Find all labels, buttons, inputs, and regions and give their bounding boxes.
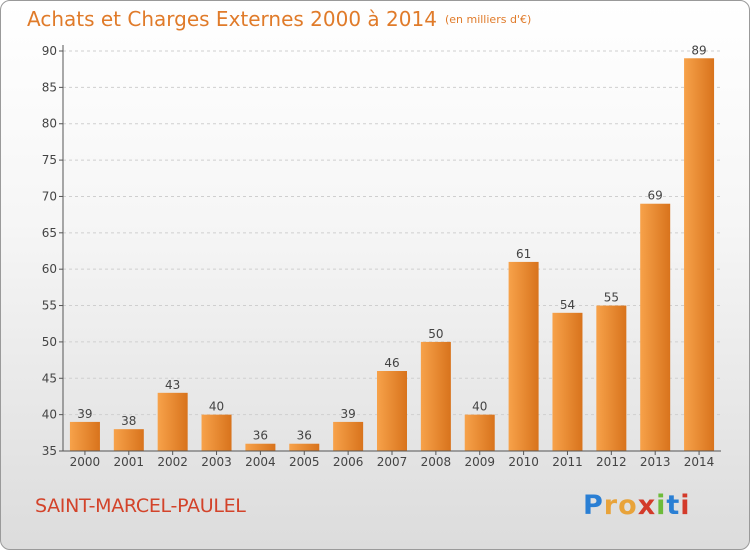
bar: [113, 429, 144, 451]
title-text: Achats et Charges Externes 2000 à 2014: [27, 7, 437, 31]
bar: [640, 203, 671, 451]
y-tick-label: 75: [42, 153, 57, 167]
data-label: 43: [165, 378, 180, 392]
logo-letter: x: [637, 490, 657, 521]
bar: [289, 443, 320, 451]
bar: [69, 421, 100, 451]
data-label: 50: [428, 327, 443, 341]
data-label: 46: [384, 356, 399, 370]
bar: [157, 392, 188, 451]
data-label: 38: [121, 414, 136, 428]
data-label: 89: [691, 43, 706, 57]
logo-letter: i: [656, 490, 667, 521]
data-label: 55: [604, 291, 619, 305]
x-tick-label: 2012: [596, 455, 627, 469]
logo-letter: o: [618, 490, 638, 521]
y-tick-label: 90: [42, 44, 57, 58]
bars: 39 38 43 40 36 36 39 46 50 40 61 54 55 69 89: [69, 43, 715, 451]
chart-title: Achats et Charges Externes 2000 à 2014 (e…: [27, 7, 531, 31]
bar: [333, 421, 364, 451]
bar: [420, 341, 451, 451]
bar: [464, 414, 495, 451]
unit-note: (en milliers d'€): [444, 13, 532, 26]
x-tick-label: 2004: [245, 455, 276, 469]
y-tick-label: 85: [42, 80, 57, 94]
y-tick-label: 40: [42, 408, 57, 422]
data-label: 36: [253, 429, 268, 443]
x-tick-label: 2009: [464, 455, 495, 469]
bar: [508, 261, 539, 451]
x-tick-label: 2002: [157, 455, 188, 469]
data-label: 54: [560, 298, 575, 312]
x-tick-label: 2008: [421, 455, 452, 469]
y-tick-label: 45: [42, 371, 57, 385]
logo-letter: i: [680, 490, 691, 521]
axes: 35 40 45 50 55 60 65 70 75 80 85 90 2000 2001 2002 2003…: [42, 44, 721, 469]
x-tick-label: 2001: [114, 455, 145, 469]
data-label: 39: [77, 407, 92, 421]
x-tick-label: 2014: [684, 455, 715, 469]
y-tick-label: 65: [42, 226, 57, 240]
data-label: 40: [209, 400, 224, 414]
bar: [596, 305, 627, 451]
proxiti-logo: Proxiti: [583, 490, 691, 521]
data-label: 61: [516, 247, 531, 261]
y-tick-label: 55: [42, 299, 57, 313]
x-tick-label: 2007: [377, 455, 408, 469]
logo-letter: t: [666, 490, 681, 521]
y-tick-label: 50: [42, 335, 57, 349]
city-name: SAINT-MARCEL-PAULEL: [35, 495, 246, 517]
logo-letter: r: [603, 490, 619, 521]
x-tick-label: 2013: [640, 455, 671, 469]
y-tick-label: 60: [42, 262, 57, 276]
data-label: 39: [340, 407, 355, 421]
x-tick-label: 2005: [289, 455, 320, 469]
bar: [201, 414, 232, 451]
bar: [552, 312, 583, 451]
y-tick-label: 80: [42, 117, 57, 131]
data-label: 69: [648, 189, 663, 203]
x-tick-label: 2000: [70, 455, 101, 469]
data-label: 40: [472, 400, 487, 414]
bar: [245, 443, 276, 451]
x-tick-label: 2006: [333, 455, 364, 469]
data-label: 36: [297, 429, 312, 443]
y-tick-label: 70: [42, 189, 57, 203]
x-tick-label: 2011: [552, 455, 583, 469]
x-tick-label: 2010: [508, 455, 539, 469]
x-tick-label: 2003: [201, 455, 232, 469]
logo-letter: P: [583, 490, 604, 521]
bar: [377, 371, 407, 451]
bar: [684, 58, 715, 451]
y-tick-label: 35: [42, 444, 57, 458]
